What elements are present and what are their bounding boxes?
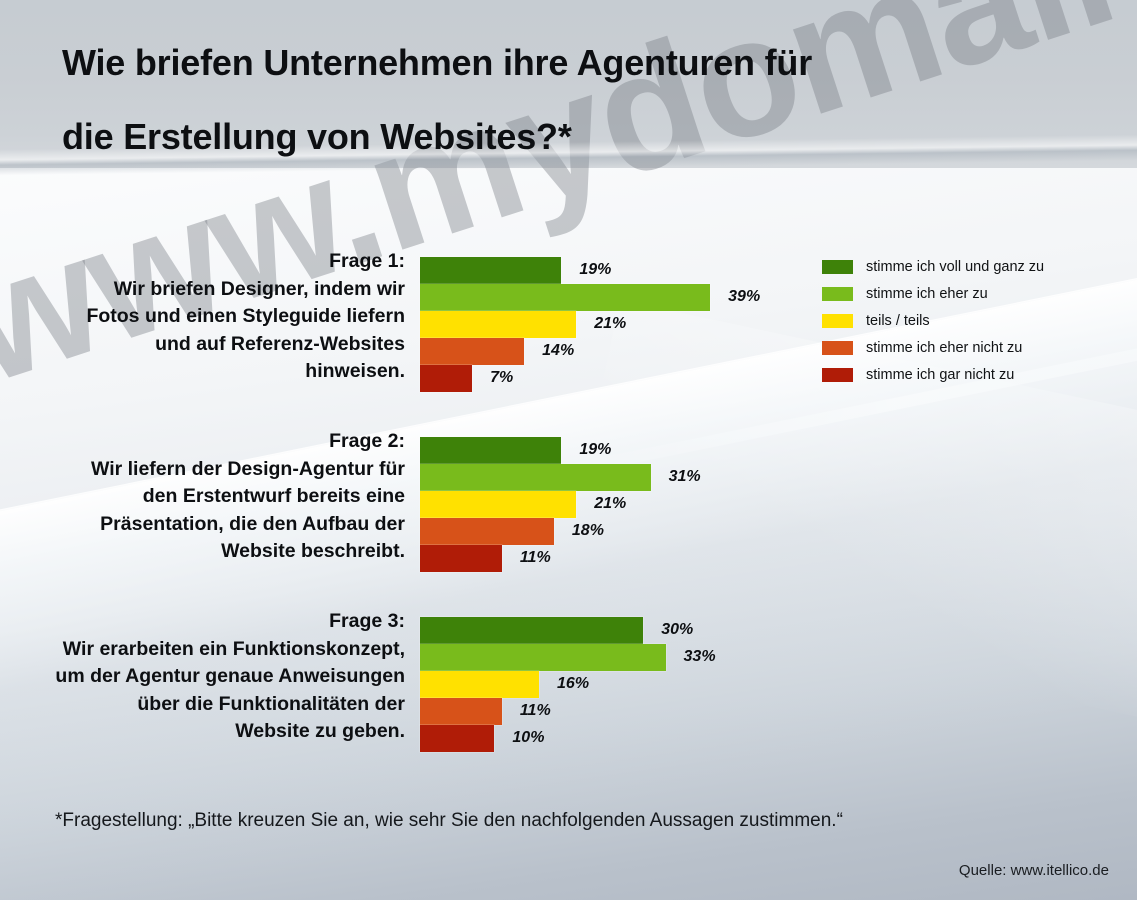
- bar: [420, 491, 577, 518]
- question-text-line: Website zu geben.: [235, 720, 405, 742]
- legend-item: stimme ich voll und ganz zu: [822, 253, 1122, 280]
- bar-value-label: 33%: [683, 648, 716, 665]
- legend-item: stimme ich eher nicht zu: [822, 334, 1122, 361]
- bar: [420, 617, 644, 644]
- bar: [420, 311, 577, 338]
- bar-value-label: 19%: [579, 261, 612, 278]
- bar: [420, 518, 554, 545]
- bar: [420, 365, 473, 392]
- question-text-line: Website beschreibt.: [221, 540, 405, 562]
- question-label: Frage 2: Wir liefern der Design-Agentur f…: [20, 428, 405, 566]
- bar: [420, 437, 562, 464]
- footnote: *Fragestellung: „Bitte kreuzen Sie an, w…: [55, 810, 843, 831]
- question-text-line: den Erstentwurf bereits eine: [142, 485, 405, 507]
- question-text-line: über die Funktionalitäten der: [137, 692, 405, 715]
- chart-legend: stimme ich voll und ganz zu stimme ich eh…: [822, 253, 1122, 388]
- question-number: Frage 2:: [329, 430, 405, 452]
- legend-item: teils / teils: [822, 307, 1122, 334]
- bar-value-label: 11%: [519, 702, 551, 719]
- bar-value-label: 21%: [594, 495, 627, 512]
- title-line-2: die Erstellung von Websites?*: [62, 116, 572, 157]
- bar-row: 31%: [420, 464, 1120, 491]
- bar-value-label: 18%: [571, 522, 604, 539]
- bar-value-label: 14%: [542, 342, 575, 359]
- question-number: Frage 3:: [329, 610, 405, 632]
- question-label: Frage 1: Wir briefen Designer, indem wir F…: [20, 248, 405, 386]
- question-text-line: hinweisen.: [305, 360, 405, 382]
- title-line-1: Wie briefen Unternehmen ihre Agenturen f…: [62, 42, 813, 83]
- question-text-line: Fotos und einen Styleguide liefern: [86, 305, 405, 327]
- legend-label: stimme ich gar nicht zu: [866, 366, 1015, 383]
- legend-swatch: [822, 340, 853, 355]
- bar: [420, 644, 666, 671]
- bar-row: 30%: [420, 617, 1120, 644]
- bar-stack: 30% 33% 16% 11% 10%: [420, 617, 1120, 753]
- bar-value-label: 19%: [579, 441, 612, 458]
- legend-item: stimme ich gar nicht zu: [822, 361, 1122, 388]
- legend-item: stimme ich eher zu: [822, 280, 1122, 307]
- bar-value-label: 10%: [512, 729, 545, 746]
- question-text-line: Wir liefern der Design-Agentur für: [90, 457, 405, 480]
- bar-value-label: 31%: [668, 468, 701, 485]
- question-text-line: Wir briefen Designer, indem wir: [113, 277, 405, 300]
- legend-swatch: [822, 313, 853, 328]
- bar: [420, 284, 711, 311]
- bar-row: 21%: [420, 491, 1120, 518]
- bar: [420, 725, 495, 752]
- bar-group: Frage 3: Wir erarbeiten ein Funktionskonz…: [0, 610, 1137, 753]
- bar-row: 33%: [420, 644, 1120, 671]
- question-text-line: Wir erarbeiten ein Funktionskonzept,: [62, 637, 405, 660]
- bar-row: 10%: [420, 725, 1120, 752]
- bar-group: Frage 2: Wir liefern der Design-Agentur f…: [0, 430, 1137, 573]
- bar-row: 16%: [420, 671, 1120, 698]
- bar: [420, 698, 502, 725]
- bar-row: 18%: [420, 518, 1120, 545]
- bar-value-label: 16%: [557, 675, 590, 692]
- bar-value-label: 39%: [728, 288, 761, 305]
- bar: [420, 338, 525, 365]
- bar: [420, 464, 651, 491]
- legend-swatch: [822, 367, 853, 382]
- legend-label: stimme ich eher nicht zu: [866, 339, 1023, 356]
- bar: [420, 671, 540, 698]
- bar-row: 19%: [420, 437, 1120, 464]
- legend-label: teils / teils: [866, 312, 930, 329]
- question-label: Frage 3: Wir erarbeiten ein Funktionskonz…: [20, 608, 405, 746]
- question-text-line: Präsentation, die den Aufbau der: [100, 512, 405, 535]
- source-attribution: Quelle: www.itellico.de: [958, 862, 1109, 879]
- bar: [420, 545, 502, 572]
- bar-value-label: 11%: [519, 549, 551, 566]
- bar: [420, 257, 562, 284]
- bar-row: 11%: [420, 545, 1120, 572]
- page-title: Wie briefen Unternehmen ihre Agenturen f…: [62, 26, 1062, 174]
- bar-value-label: 7%: [490, 369, 514, 386]
- bar-value-label: 21%: [594, 315, 627, 332]
- question-text-line: um der Agentur genaue Anweisungen: [55, 665, 405, 687]
- legend-label: stimme ich voll und ganz zu: [866, 258, 1045, 275]
- question-text-line: und auf Referenz-Websites: [155, 332, 405, 355]
- question-number: Frage 1:: [329, 250, 405, 272]
- bar-row: 11%: [420, 698, 1120, 725]
- legend-swatch: [822, 286, 853, 301]
- bar-stack: 19% 31% 21% 18% 11%: [420, 437, 1120, 573]
- legend-swatch: [822, 259, 853, 274]
- bar-value-label: 30%: [661, 621, 694, 638]
- legend-label: stimme ich eher zu: [866, 285, 988, 302]
